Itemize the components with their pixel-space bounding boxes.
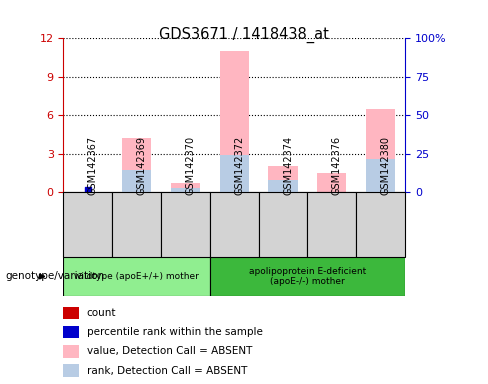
Text: genotype/variation: genotype/variation [5, 271, 104, 281]
Bar [112, 192, 161, 257]
Bar [171, 188, 200, 192]
Bar [161, 192, 210, 257]
Bar [63, 257, 210, 296]
Text: GSM142370: GSM142370 [185, 136, 195, 195]
Bar [63, 364, 79, 377]
Bar [268, 166, 298, 192]
Bar [63, 307, 79, 319]
Bar [268, 180, 298, 192]
Text: GSM142374: GSM142374 [283, 136, 293, 195]
Bar [63, 326, 79, 338]
Text: GSM142380: GSM142380 [381, 136, 390, 195]
Bar [210, 192, 259, 257]
Bar [366, 109, 395, 192]
Bar [63, 345, 79, 358]
Text: GSM142376: GSM142376 [332, 136, 342, 195]
Text: GSM142367: GSM142367 [88, 136, 98, 195]
Bar [356, 192, 405, 257]
Bar [259, 192, 307, 257]
Bar [307, 192, 356, 257]
Bar [210, 257, 405, 296]
Bar [317, 173, 346, 192]
Text: count: count [87, 308, 116, 318]
Bar [122, 138, 151, 192]
Text: GSM142369: GSM142369 [137, 136, 146, 195]
Text: GSM142372: GSM142372 [234, 136, 244, 195]
Bar [366, 159, 395, 192]
Text: apolipoprotein E-deficient
(apoE-/-) mother: apolipoprotein E-deficient (apoE-/-) mot… [249, 267, 366, 286]
Bar [63, 192, 112, 257]
Bar [220, 155, 249, 192]
Text: percentile rank within the sample: percentile rank within the sample [87, 327, 263, 337]
Bar [220, 51, 249, 192]
Bar [122, 170, 151, 192]
Text: rank, Detection Call = ABSENT: rank, Detection Call = ABSENT [87, 366, 247, 376]
Text: value, Detection Call = ABSENT: value, Detection Call = ABSENT [87, 346, 252, 356]
Text: GDS3671 / 1418438_at: GDS3671 / 1418438_at [159, 27, 329, 43]
Bar [171, 183, 200, 192]
Text: wildtype (apoE+/+) mother: wildtype (apoE+/+) mother [74, 272, 199, 281]
